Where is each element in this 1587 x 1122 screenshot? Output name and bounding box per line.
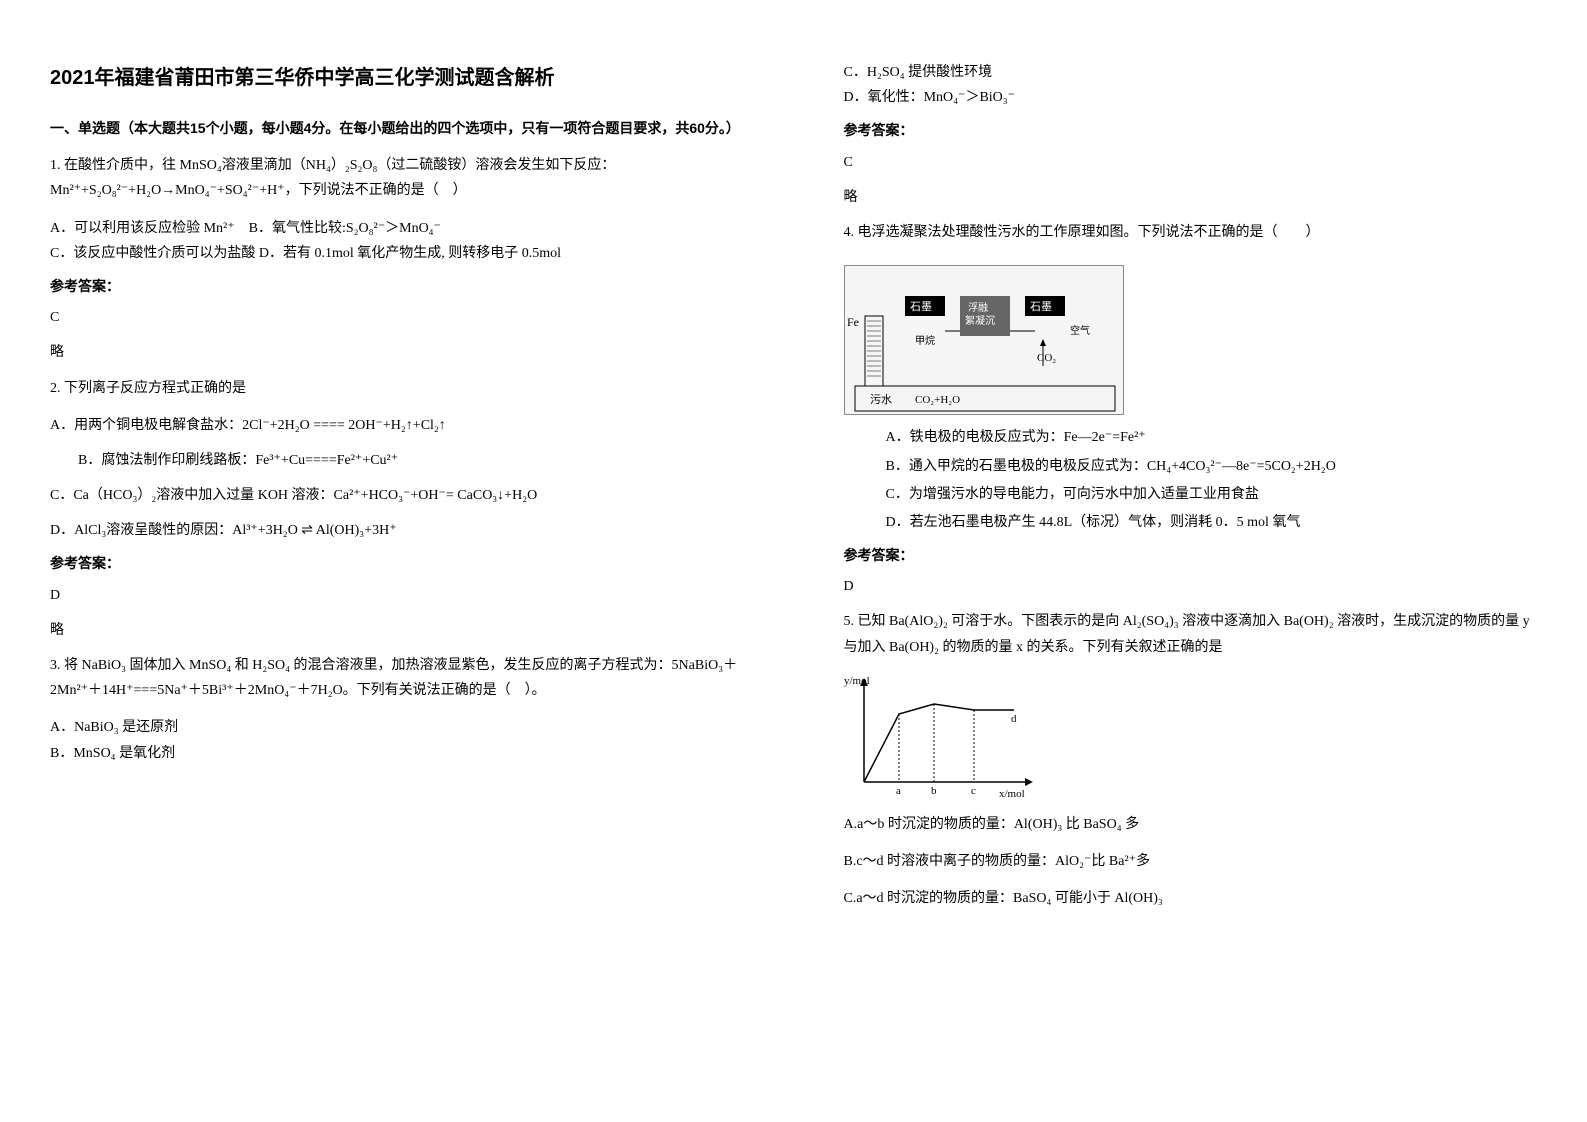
- q4-opt-a: A．铁电极的电极反应式为：Fe—2e⁻=Fe²⁺: [886, 425, 1538, 450]
- q4-opt-d: D．若左池石墨电极产生 44.8L（标况）气体，则消耗 0．5 mol 氧气: [886, 510, 1538, 535]
- q2-opt-c: C．Ca（HCO₃）₂溶液中加入过量 KOH 溶液：Ca²⁺+HCO₃⁻+OH⁻…: [50, 483, 744, 508]
- graph-pt-c: c: [971, 785, 976, 797]
- question-3: 3. 将 NaBiO₃ 固体加入 MnSO₄ 和 H₂SO₄ 的混合溶液里，加热…: [50, 653, 744, 703]
- precipitate-graph-svg: y/mol x/mol a b c d: [844, 672, 1044, 802]
- graph-pt-b: b: [931, 785, 937, 797]
- jiawan-label: 甲烷: [915, 334, 935, 347]
- kongqi-label: 空气: [1070, 324, 1090, 337]
- co2-label: CO₂: [1037, 352, 1056, 364]
- graph-ylabel: y/mol: [844, 675, 870, 687]
- q2-opt-a: A．用两个铜电极电解食盐水：2Cl⁻+2H₂O ==== 2OH⁻+H₂↑+Cl…: [50, 413, 744, 438]
- q3-note: 略: [844, 185, 1538, 210]
- q3-answer-label: 参考答案：: [844, 118, 1538, 143]
- q5-opt-a: A.a～b 时沉淀的物质的量：Al(OH)₃ 比 BaSO₄ 多: [844, 812, 1538, 837]
- q4-opt-c: C．为增强污水的导电能力，可向污水中加入适量工业用食盐: [886, 482, 1538, 507]
- left-column: 2021年福建省莆田市第三华侨中学高三化学测试题含解析 一、单选题（本大题共15…: [0, 0, 794, 1122]
- question-4: 4. 电浮选凝聚法处理酸性污水的工作原理如图。下列说法不正确的是（ ）: [844, 220, 1538, 245]
- q4-diagram: Fe 石墨 浮融 絮凝沉 石墨 甲烷 空气 CO₂ 污水 CO₂+H₂O: [844, 265, 1124, 415]
- question-5: 5. 已知 Ba(AlO₂)₂ 可溶于水。下图表示的是向 Al₂(SO₄)₃ 溶…: [844, 609, 1538, 659]
- q3-answer: C: [844, 150, 1538, 175]
- q5-graph: y/mol x/mol a b c d: [844, 672, 1044, 802]
- yanjiao-label: 絮凝沉: [965, 314, 995, 327]
- wushui-label: 污水: [870, 393, 892, 406]
- q3-opt-d: D．氧化性：MnO₄⁻＞BiO₃⁻: [844, 85, 1538, 110]
- q1-stem: 1. 在酸性介质中，往 MnSO₄溶液里滴加（NH₄）₂S₂O₈（过二硫酸铵）溶…: [50, 153, 744, 203]
- q5-stem: 5. 已知 Ba(AlO₂)₂ 可溶于水。下图表示的是向 Al₂(SO₄)₃ 溶…: [844, 609, 1538, 659]
- q3-opt-b: B．MnSO₄ 是氧化剂: [50, 741, 744, 766]
- co2h2o-label: CO₂+H₂O: [915, 394, 960, 406]
- furong-label: 浮融: [968, 302, 988, 314]
- q1-note: 略: [50, 340, 744, 365]
- document-title: 2021年福建省莆田市第三华侨中学高三化学测试题含解析: [50, 60, 744, 96]
- q4-stem: 4. 电浮选凝聚法处理酸性污水的工作原理如图。下列说法不正确的是（ ）: [844, 220, 1538, 245]
- section-header: 一、单选题（本大题共15个小题，每小题4分。在每小题给出的四个选项中，只有一项符…: [50, 116, 744, 141]
- q2-note: 略: [50, 618, 744, 643]
- graph-pt-d: d: [1011, 713, 1017, 725]
- q4-opt-b: B．通入甲烷的石墨电极的电极反应式为：CH₄+4CO₃²⁻—8e⁻=5CO₂+2…: [886, 454, 1538, 479]
- electrolysis-diagram-svg: Fe 石墨 浮融 絮凝沉 石墨 甲烷 空气 CO₂ 污水 CO₂+H₂O: [845, 266, 1125, 416]
- q2-answer: D: [50, 583, 744, 608]
- q4-answer: D: [844, 574, 1538, 599]
- right-column: C．H₂SO₄ 提供酸性环境 D．氧化性：MnO₄⁻＞BiO₃⁻ 参考答案： C…: [794, 0, 1587, 1122]
- q1-answer-label: 参考答案：: [50, 274, 744, 299]
- q3-opt-a: A．NaBiO₃ 是还原剂: [50, 715, 744, 740]
- graph-pt-a: a: [896, 785, 901, 797]
- q5-opt-c: C.a～d 时沉淀的物质的量：BaSO₄ 可能小于 Al(OH)₃: [844, 886, 1538, 911]
- q3-stem: 3. 将 NaBiO₃ 固体加入 MnSO₄ 和 H₂SO₄ 的混合溶液里，加热…: [50, 653, 744, 703]
- q1-answer: C: [50, 305, 744, 330]
- q2-opt-b: B．腐蚀法制作印刷线路板：Fe³⁺+Cu====Fe²⁺+Cu²⁺: [78, 448, 744, 473]
- q2-opt-d: D．AlCl₃溶液呈酸性的原因：Al³⁺+3H₂O ⇌ Al(OH)₃+3H⁺: [50, 518, 744, 543]
- fe-label: Fe: [847, 315, 859, 329]
- q1-opt-cd: C．该反应中酸性介质可以为盐酸 D．若有 0.1mol 氧化产物生成, 则转移电…: [50, 241, 744, 266]
- question-1: 1. 在酸性介质中，往 MnSO₄溶液里滴加（NH₄）₂S₂O₈（过二硫酸铵）溶…: [50, 153, 744, 203]
- q2-stem: 2. 下列离子反应方程式正确的是: [50, 376, 744, 401]
- q4-options: A．铁电极的电极反应式为：Fe—2e⁻=Fe²⁺ B．通入甲烷的石墨电极的电极反…: [844, 425, 1538, 535]
- q4-answer-label: 参考答案：: [844, 543, 1538, 568]
- q5-opt-b: B.c～d 时溶液中离子的物质的量：AlO₂⁻比 Ba²⁺多: [844, 849, 1538, 874]
- shimo-label-2: 石墨: [1030, 300, 1052, 313]
- graph-xlabel: x/mol: [999, 788, 1025, 800]
- question-2: 2. 下列离子反应方程式正确的是: [50, 376, 744, 401]
- q2-answer-label: 参考答案：: [50, 551, 744, 576]
- q3-opt-c: C．H₂SO₄ 提供酸性环境: [844, 60, 1538, 85]
- q1-opt-ab: A．可以利用该反应检验 Mn²⁺ B．氧气性比较:S₂O₈²⁻＞MnO₄⁻: [50, 216, 744, 241]
- shimo-label-1: 石墨: [910, 300, 932, 313]
